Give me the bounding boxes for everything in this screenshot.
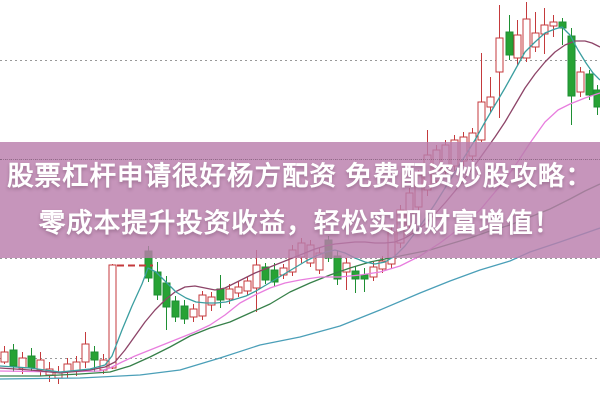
candle-down bbox=[180, 305, 189, 320]
candle-down bbox=[90, 351, 99, 361]
candle-down bbox=[585, 73, 594, 96]
candle-down bbox=[171, 300, 180, 318]
candle-up bbox=[108, 264, 117, 369]
candle-up bbox=[81, 343, 90, 363]
banner-text-line-2: 零成本提升投资收益，轻松实现财富增值！ bbox=[38, 208, 562, 238]
candle-down bbox=[27, 355, 36, 369]
candle-up bbox=[189, 308, 198, 318]
candle-up bbox=[486, 96, 495, 108]
candle-up bbox=[576, 71, 585, 93]
candle-up bbox=[243, 280, 252, 292]
candle-down bbox=[9, 349, 18, 367]
candle-up bbox=[18, 357, 27, 369]
candle-up bbox=[198, 294, 207, 317]
candle-up bbox=[522, 18, 531, 59]
candle-down bbox=[216, 288, 225, 301]
candle-up bbox=[0, 351, 9, 363]
promo-banner: 股票杠杆申请很好杨方配资 免费配资炒股攻略： 零成本提升投资收益，轻松实现财富增… bbox=[0, 142, 600, 258]
candle-up bbox=[513, 34, 522, 59]
candle-up bbox=[495, 37, 504, 73]
candle-down bbox=[261, 266, 270, 281]
candle-down bbox=[360, 274, 369, 280]
candle-down bbox=[153, 271, 162, 296]
candle-down bbox=[270, 269, 279, 283]
candle-up bbox=[252, 264, 261, 289]
candle-up bbox=[531, 32, 540, 48]
candle-down bbox=[162, 282, 171, 308]
candle-up bbox=[207, 296, 216, 306]
candle-down bbox=[333, 255, 342, 280]
candle-down bbox=[593, 89, 600, 108]
candle-up bbox=[477, 101, 486, 141]
gridline-through-banner bbox=[0, 159, 600, 160]
candle-up bbox=[378, 260, 387, 270]
candle-up bbox=[225, 288, 234, 300]
candle-down bbox=[567, 35, 576, 97]
banner-text-line-1: 股票杠杆申请很好杨方配资 免费配资炒股攻略： bbox=[7, 161, 593, 191]
candle-up bbox=[549, 21, 558, 27]
candle-up bbox=[234, 286, 243, 294]
candle-down bbox=[505, 31, 514, 56]
